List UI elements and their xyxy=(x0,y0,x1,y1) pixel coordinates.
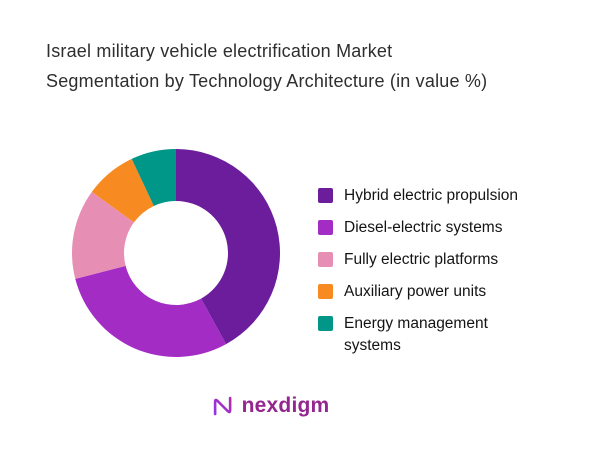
legend-swatch xyxy=(318,284,333,299)
legend-label: Hybrid electric propulsion xyxy=(344,187,519,204)
logo-text: nexdigm xyxy=(241,394,330,417)
legend-item: Fully electric platforms xyxy=(318,249,548,271)
chart-title-line-1: Israel military vehicle electrification … xyxy=(46,41,393,61)
legend-label: Auxiliary power units xyxy=(344,283,487,300)
donut-slice xyxy=(91,158,154,223)
legend-swatch xyxy=(318,188,333,203)
legend-label: Fully electric platforms xyxy=(344,251,499,268)
legend-item: Energy management systems xyxy=(318,313,548,357)
chart-title-line-2: Segmentation by Technology Architecture … xyxy=(46,71,488,91)
legend-swatch xyxy=(318,252,333,267)
legend: Hybrid electric propulsion Diesel-electr… xyxy=(318,185,548,367)
nexdigm-logo-icon xyxy=(213,396,232,416)
legend-item: Auxiliary power units xyxy=(318,281,548,303)
legend-swatch xyxy=(318,220,333,235)
donut-slice xyxy=(176,149,281,345)
donut-chart xyxy=(71,149,281,357)
legend-label: Energy management systems xyxy=(344,315,488,354)
legend-item: Hybrid electric propulsion xyxy=(318,185,548,207)
donut-slice xyxy=(131,149,176,206)
donut-slice xyxy=(71,191,134,279)
donut-slice xyxy=(75,265,227,357)
chart-title: Israel military vehicle electrification … xyxy=(46,36,586,96)
legend-item: Diesel-electric systems xyxy=(318,217,548,239)
legend-label: Diesel-electric systems xyxy=(344,219,503,236)
legend-swatch xyxy=(318,316,333,331)
logo: nexdigm xyxy=(211,394,330,418)
